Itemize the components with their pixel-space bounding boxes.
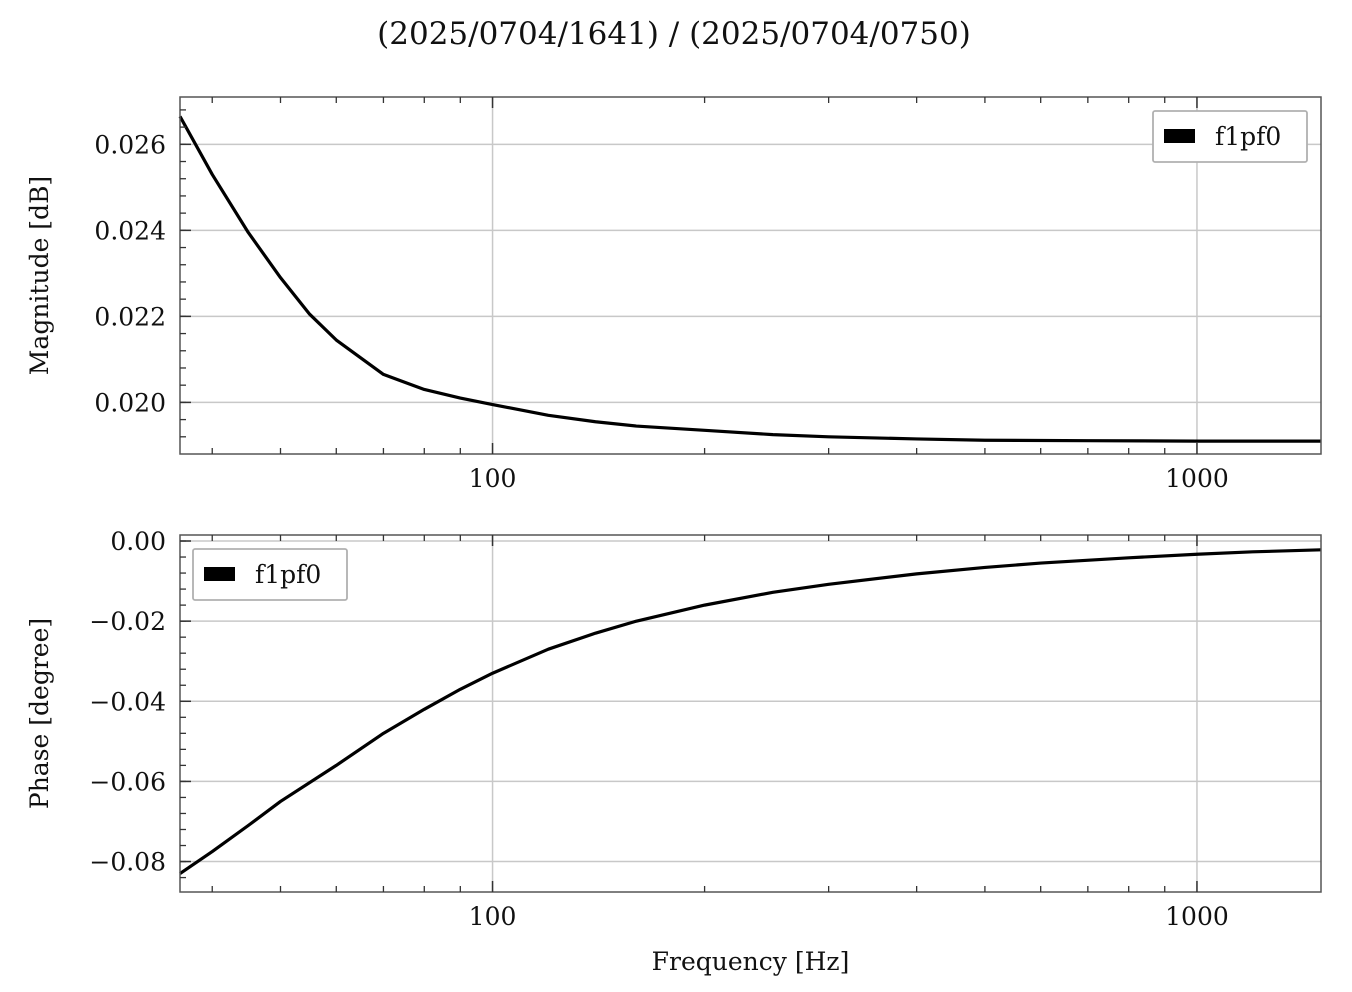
legend: f1pf0	[192, 548, 348, 601]
y-tick-label: −0.04	[89, 687, 166, 716]
legend-box	[192, 548, 348, 601]
y-tick-label: 0.00	[110, 527, 166, 556]
y-tick-label: −0.06	[89, 767, 166, 796]
series-line-f1pf0	[179, 548, 1322, 875]
x-tick-label: 1000	[1165, 902, 1229, 931]
x-tick-label: 100	[469, 902, 517, 931]
legend-label: f1pf0	[1215, 122, 1281, 151]
figure-title: (2025/0704/1641) / (2025/0704/0750)	[377, 16, 971, 52]
y-tick-label: 0.024	[94, 216, 166, 245]
phase-panel: 100 1000 −0.08 −0.06 −0.04 −0.02 0.00 Phase [de…	[25, 527, 1322, 976]
legend-swatch	[204, 567, 235, 581]
x-axis-label: Frequency [Hz]	[652, 947, 850, 976]
axes-frame	[179, 534, 1322, 893]
legend-box	[1152, 110, 1308, 163]
legend-swatch	[1164, 129, 1195, 143]
x-tick-label: 1000	[1165, 464, 1229, 493]
y-axis-label: Magnitude [dB]	[25, 176, 54, 375]
series-line-f1pf0	[178, 115, 1321, 443]
x-tick-label: 100	[469, 464, 517, 493]
axes-frame	[179, 96, 1322, 455]
y-tick-label: 0.026	[94, 130, 166, 159]
legend-label: f1pf0	[255, 560, 321, 589]
legend: f1pf0	[1152, 110, 1308, 163]
y-tick-label: −0.02	[89, 607, 166, 636]
y-tick-label: 0.020	[94, 388, 166, 417]
y-tick-label: 0.022	[94, 302, 166, 331]
y-axis-label: Phase [degree]	[25, 618, 54, 809]
y-tick-label: −0.08	[89, 848, 166, 877]
magnitude-panel: 100 1000 0.020 0.022 0.024 0.026 Magnitude [dB…	[25, 96, 1322, 493]
